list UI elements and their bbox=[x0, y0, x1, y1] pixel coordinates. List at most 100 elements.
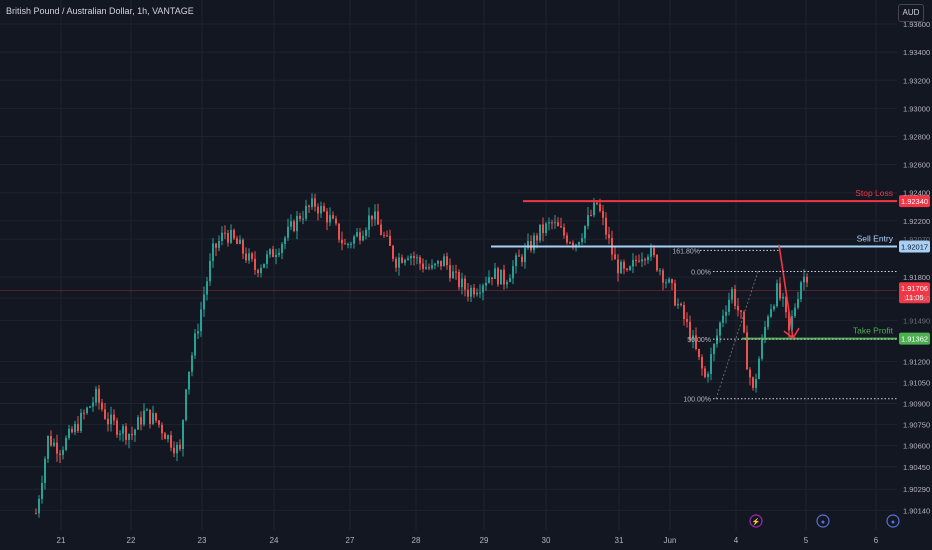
chart-title: British Pound / Australian Dollar, 1h, V… bbox=[6, 6, 194, 16]
candle-body bbox=[695, 335, 697, 349]
candle-body bbox=[566, 235, 568, 243]
candle-body bbox=[722, 315, 724, 323]
candle-body bbox=[788, 312, 790, 331]
x-tick-label: Jun bbox=[664, 536, 677, 545]
candle-body bbox=[746, 332, 748, 370]
candle-body bbox=[158, 420, 160, 425]
candle-body bbox=[92, 402, 94, 407]
candle-body bbox=[563, 227, 565, 236]
candle-body bbox=[605, 217, 607, 235]
candle-body bbox=[176, 444, 178, 454]
candle-body bbox=[476, 292, 478, 295]
candle-body bbox=[248, 253, 250, 261]
candle-body bbox=[752, 377, 754, 388]
y-tick-label: 1.92200 bbox=[903, 217, 930, 226]
candle-body bbox=[545, 223, 547, 234]
candle-body bbox=[188, 371, 190, 390]
candle-body bbox=[257, 269, 259, 274]
y-tick-label: 1.93000 bbox=[903, 104, 930, 113]
candle-body bbox=[485, 282, 487, 286]
candle-body bbox=[413, 256, 415, 259]
x-tick-label: 31 bbox=[615, 536, 624, 545]
y-tick-label: 1.90450 bbox=[903, 463, 930, 472]
event-icon-glyph: ● bbox=[821, 519, 825, 526]
candle-body bbox=[614, 254, 616, 260]
candle-body bbox=[260, 267, 262, 274]
candle-body bbox=[452, 271, 454, 279]
candle-body bbox=[281, 243, 283, 253]
candle-body bbox=[326, 211, 328, 223]
candle-body bbox=[647, 256, 649, 261]
candle-body bbox=[272, 249, 274, 257]
candle-body bbox=[539, 224, 541, 241]
candle-body bbox=[719, 322, 721, 336]
event-icon-glyph: ● bbox=[891, 519, 895, 526]
candle-body bbox=[269, 249, 271, 255]
level-price-tag bbox=[899, 240, 930, 253]
candle-body bbox=[731, 289, 733, 300]
time-axis[interactable]: 21 22 23 24 27 28 29 30 31 Jun 4 5 6 bbox=[57, 536, 879, 545]
candle-body bbox=[428, 267, 430, 269]
level-price-text: 1.91362 bbox=[901, 335, 928, 344]
candle-body bbox=[434, 263, 436, 266]
candle-body bbox=[491, 277, 493, 279]
candle-body bbox=[395, 258, 397, 268]
fib-trend-line bbox=[715, 271, 759, 399]
y-tick-label: 1.90290 bbox=[903, 485, 930, 494]
candle-body bbox=[308, 205, 310, 208]
candle-body bbox=[503, 269, 505, 285]
x-tick-label: 30 bbox=[542, 536, 551, 545]
candle-body bbox=[125, 426, 127, 440]
candle-body bbox=[98, 388, 100, 403]
y-tick-label: 1.92070 bbox=[903, 235, 930, 244]
candle-body bbox=[446, 256, 448, 266]
event-icon bbox=[816, 514, 830, 528]
candle-body bbox=[608, 234, 610, 239]
candle-body bbox=[47, 435, 49, 459]
candle-body bbox=[584, 225, 586, 239]
candle-body bbox=[50, 435, 52, 446]
candle-body bbox=[311, 198, 313, 208]
x-tick-label: 28 bbox=[412, 536, 421, 545]
candle-body bbox=[131, 434, 133, 436]
candle-body bbox=[620, 261, 622, 274]
candle-body bbox=[95, 388, 97, 403]
y-tick-label: 1.90600 bbox=[903, 442, 930, 451]
candle-body bbox=[596, 202, 598, 205]
candle-body bbox=[626, 268, 628, 270]
candle-body bbox=[470, 287, 472, 297]
candle-body bbox=[389, 235, 391, 246]
candle-body bbox=[371, 215, 373, 220]
price-axis[interactable]: 1.93600 1.93400 1.93200 1.93000 1.92800 1.926… bbox=[903, 20, 930, 515]
candle-body bbox=[674, 283, 676, 306]
candle-body bbox=[689, 321, 691, 341]
candle-body bbox=[425, 267, 427, 269]
candle-body bbox=[761, 338, 763, 359]
y-tick-label: 1.91650 bbox=[903, 294, 930, 303]
candle-body bbox=[656, 255, 658, 271]
candle-body bbox=[134, 429, 136, 436]
candle-body bbox=[467, 289, 469, 297]
currency-button[interactable]: AUD bbox=[898, 4, 924, 22]
candle-body bbox=[623, 261, 625, 269]
candle-body bbox=[599, 204, 601, 212]
candle-body bbox=[290, 221, 292, 227]
candle-body bbox=[317, 206, 319, 214]
y-tick-label: 1.93200 bbox=[903, 76, 930, 85]
candle-body bbox=[521, 256, 523, 263]
candle-body bbox=[377, 211, 379, 225]
candle-body bbox=[284, 237, 286, 244]
candle-body bbox=[449, 265, 451, 279]
candle-body bbox=[59, 453, 61, 455]
event-icons: ⚡ ● ● bbox=[749, 514, 900, 528]
candle-body bbox=[407, 258, 409, 260]
candle-body bbox=[662, 270, 664, 283]
candle-body bbox=[239, 239, 241, 244]
candle-body bbox=[671, 279, 673, 284]
candle-body bbox=[149, 409, 151, 424]
candle-body bbox=[74, 423, 76, 433]
arrow-head bbox=[783, 327, 800, 340]
candle-body bbox=[215, 243, 217, 248]
y-tick-label: 1.93400 bbox=[903, 48, 930, 57]
